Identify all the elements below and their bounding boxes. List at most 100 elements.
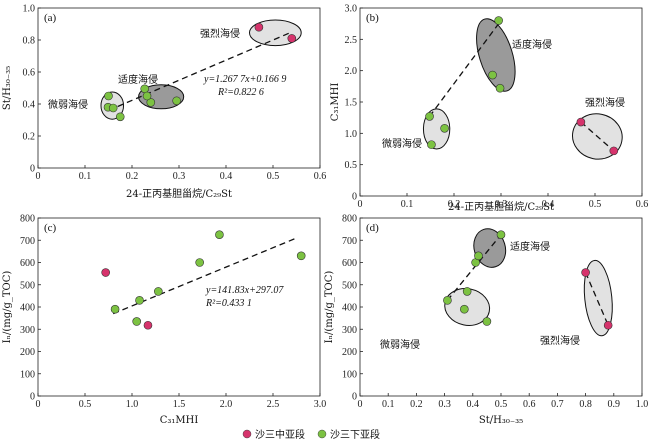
panel-c-xtick-label: 2.0	[220, 399, 233, 410]
panel-a-ytick-label: 1.0	[23, 4, 36, 15]
panel-a-point-lower	[142, 91, 152, 101]
panel-c-point-lower	[195, 258, 204, 267]
panel-d-zone-weak-label: 微弱海侵	[380, 338, 420, 351]
panel-b-point-lower	[427, 140, 436, 149]
panel-d-point-lower	[482, 317, 492, 326]
panel-b-ytick-label: 1.5	[345, 98, 358, 109]
panel-b-ytick-label: 0.5	[345, 160, 358, 171]
panel-b-xtick-label: 0.3	[495, 199, 508, 210]
panel-d-ytick-label: 100	[342, 369, 357, 380]
panel-b-trend-line-1	[580, 121, 615, 152]
panel-b-zone-1-ellipse	[476, 18, 516, 92]
panel-a-point-lower	[108, 103, 118, 113]
panel-b-xtick-label: 0.4	[542, 199, 555, 210]
panel-b-zone-strong-label: 强烈海侵	[585, 96, 625, 109]
legend-label-lower: 沙三下亚段	[330, 428, 380, 440]
panel-d-ytick-label: 0	[352, 392, 357, 403]
panel-b-point-lower	[425, 112, 434, 121]
panel-b-xtick-label: 0.5	[589, 199, 602, 210]
panel-d-point-lower	[462, 287, 472, 296]
panel-d-point-upper	[603, 320, 613, 330]
panel-c-label: (c)	[44, 222, 57, 234]
panel-b-ytick-label: 1.0	[345, 129, 358, 140]
panel-b-ytick-label: 0	[352, 192, 357, 203]
panel-c-point-lower	[135, 296, 144, 305]
panel-c-ytick-label: 300	[20, 325, 35, 336]
panel-c-ytick-label: 600	[20, 258, 35, 269]
panel-b-point-lower	[488, 70, 497, 80]
panel-b: (b) 24-正丙基胆甾烷/C₂₉St C₃₁MHI 微弱海侵 适度海侵 强烈海…	[330, 4, 648, 214]
panel-b-xtick-label: 0.1	[401, 199, 414, 210]
panel-b-xtick-label: 0	[358, 199, 363, 210]
panel-d-ytick-label: 300	[342, 325, 357, 336]
panel-c-point-lower	[296, 251, 306, 261]
panel-c-frame	[37, 217, 321, 397]
panel-c-ylabel: Iₙ/(mg/g_TOC)	[2, 271, 13, 344]
panel-a-xtick-label: 0.5	[267, 171, 280, 182]
panel-b-point-lower	[494, 16, 503, 25]
panel-c-xtick-label: 2.5	[267, 399, 280, 410]
panel-a-zone-weak-label: 微弱海侵	[48, 98, 88, 111]
panel-c-point-lower	[154, 287, 163, 296]
panel-a-r2: R²=0.822 6	[217, 87, 264, 98]
panel-d-xtick-label: 0.1	[382, 399, 395, 410]
panel-b-ytick-label: 2.0	[345, 66, 358, 77]
panel-d-point-lower	[460, 304, 469, 314]
panel-d-xtick-label: 0.5	[495, 399, 508, 410]
panel-a-ylabel: St/H₃₀₋₃₅	[2, 66, 13, 110]
panel-d-zone-moderate-label: 适度海侵	[510, 240, 550, 253]
panel-a-xtick-label: 0	[36, 171, 41, 182]
panel-a-ytick-label: 0.2	[23, 132, 36, 143]
panel-c-xtick-label: 0.5	[79, 399, 92, 410]
panel-c-ytick-label: 800	[20, 214, 35, 225]
panel-c: (c) C₃₁MHI Iₙ/(mg/g_TOC) y=141.83x+297.0…	[2, 214, 326, 427]
panel-b-xtick-label: 0.2	[448, 199, 461, 210]
panel-d-xtick-label: 1.0	[636, 399, 649, 410]
panel-d-xtick-label: 0	[358, 399, 363, 410]
panel-d-point-lower	[443, 296, 452, 305]
panel-b-point-upper	[576, 117, 586, 127]
panel-a-xtick-label: 0.4	[220, 171, 233, 182]
panel-a-point-lower	[146, 98, 156, 107]
panel-c-ytick-label: 100	[20, 369, 35, 380]
panel-d-xtick-label: 0.4	[467, 399, 480, 410]
panel-a-point-lower	[172, 96, 181, 106]
panel-a-xtick-label: 0.1	[79, 171, 92, 182]
panel-b-point-lower	[440, 124, 449, 133]
panel-a-trend-line-0	[108, 31, 293, 111]
panel-a: (a) 24-正丙基胆甾烷/C₂₉St St/H₃₀₋₃₅ y=1.267 7x…	[2, 4, 326, 201]
panel-d-xtick-label: 0.3	[438, 399, 451, 410]
panel-d: (d) St/H₃₀₋₃₅ Iₙ/(mg/g_TOC) 微弱海侵 适度海侵 强烈…	[324, 214, 648, 427]
panel-a-ytick-label: 0.8	[23, 36, 36, 47]
panel-b-ylabel: C₃₁MHI	[330, 83, 341, 122]
panel-d-ytick-label: 800	[342, 214, 357, 225]
panel-b-ytick-label: 3.0	[345, 4, 358, 15]
panel-d-xtick-label: 0.9	[608, 399, 621, 410]
panel-d-point-lower	[474, 251, 483, 261]
panel-b-ytick-label: 2.5	[345, 35, 358, 46]
panel-c-xtick-label: 0	[36, 399, 41, 410]
legend: 沙三中亚段 沙三下亚段	[242, 428, 380, 440]
panel-a-ytick-label: 0	[30, 164, 35, 175]
panel-b-zone-weak-label: 微弱海侵	[382, 137, 422, 150]
panel-a-label: (a)	[44, 12, 57, 24]
panel-d-label: (d)	[366, 222, 379, 234]
panel-c-xtick-label: 3.0	[314, 399, 327, 410]
panel-d-zone-strong-label: 强烈海侵	[540, 334, 580, 347]
panel-c-point-upper	[143, 320, 153, 330]
panel-c-r2: R²=0.433 1	[205, 298, 252, 309]
panel-b-zone-moderate-label: 适度海侵	[512, 38, 552, 51]
panel-c-point-upper	[101, 268, 110, 277]
panel-d-xtick-label: 0.6	[523, 399, 536, 410]
panel-c-xtick-label: 1.5	[173, 399, 186, 410]
panel-c-ytick-label: 200	[20, 347, 35, 358]
panel-d-xlabel: St/H₃₀₋₃₅	[479, 415, 523, 426]
panel-a-point-lower	[140, 84, 149, 94]
panel-d-point-upper	[581, 268, 590, 277]
panel-c-ytick-label: 400	[20, 303, 35, 314]
legend-label-upper: 沙三中亚段	[255, 428, 305, 440]
panel-d-xtick-label: 0.7	[551, 399, 564, 410]
panel-d-xtick-label: 0.2	[410, 399, 423, 410]
panel-c-xtick-label: 1.0	[126, 399, 139, 410]
